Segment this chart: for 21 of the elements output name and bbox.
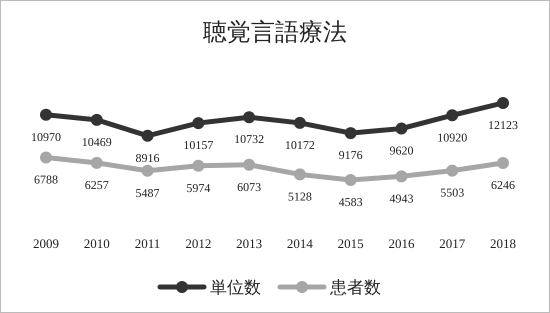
point (446, 164, 458, 177)
point (395, 122, 408, 135)
point (497, 97, 509, 109)
point (294, 168, 306, 180)
point (40, 151, 52, 164)
point (294, 116, 306, 129)
point (142, 130, 154, 142)
point (344, 127, 357, 140)
point (192, 117, 204, 130)
point (142, 164, 154, 177)
point (90, 114, 103, 126)
point (344, 174, 357, 186)
point (243, 158, 256, 171)
point (446, 109, 458, 122)
title: 聴覚言語療法 (203, 20, 347, 46)
point (243, 111, 256, 124)
point (395, 170, 408, 182)
point (90, 156, 103, 169)
point (497, 157, 509, 170)
point (192, 160, 204, 172)
point (40, 108, 52, 121)
